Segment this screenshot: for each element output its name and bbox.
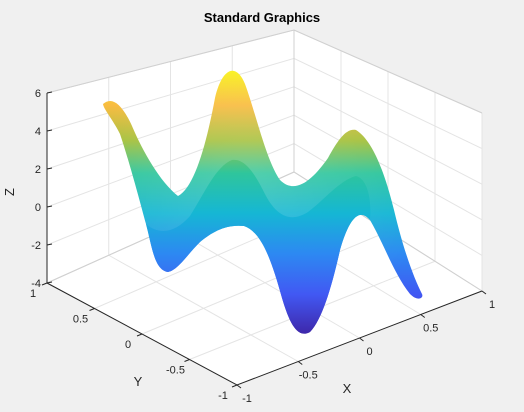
x-tick-label: -0.5 <box>299 370 318 382</box>
y-tick-label: 1 <box>30 288 36 300</box>
x-tick-label: -1 <box>242 393 252 405</box>
x-tick-label: 1 <box>489 299 495 311</box>
z-tick-label: 2 <box>35 164 41 176</box>
x-tick-mark <box>359 337 364 342</box>
x-tick-mark <box>236 384 242 389</box>
x-axis-label: X <box>343 381 352 396</box>
z-axis-ticks: 6 4 2 0 -2 -4 <box>31 88 53 290</box>
y-axis-ticks: 1 0.5 0 -0.5 -1 <box>30 282 238 402</box>
surface <box>103 70 423 334</box>
y-axis-label: Y <box>134 374 143 389</box>
x-tick-mark <box>481 290 487 295</box>
z-tick-label: 4 <box>35 126 41 138</box>
y-tick-label: 0.5 <box>73 314 88 326</box>
chart-title: Standard Graphics <box>204 10 320 25</box>
z-tick-label: -4 <box>31 278 41 290</box>
z-tick-mark <box>46 167 53 170</box>
box-edges <box>46 29 483 292</box>
y-tick-label: 0 <box>125 339 131 351</box>
z-tick-label: 6 <box>35 88 41 100</box>
y-tick-mark <box>136 333 143 337</box>
z-tick-mark <box>46 91 53 94</box>
z-axis-label: Z <box>2 188 17 196</box>
x-tick-label: 0 <box>366 346 372 358</box>
z-tick-label: 0 <box>35 202 41 214</box>
surface-front-ridge <box>146 159 371 334</box>
z-tick-mark <box>46 129 53 132</box>
z-tick-label: -2 <box>31 240 41 252</box>
y-tick-mark <box>41 282 48 286</box>
z-tick-mark <box>46 281 53 284</box>
y-tick-mark <box>231 384 238 388</box>
x-tick-label: 0.5 <box>423 323 438 335</box>
y-tick-mark <box>89 308 95 311</box>
x-tick-mark <box>297 361 303 365</box>
x-tick-mark <box>420 314 426 318</box>
y-tick-label: -1 <box>218 390 228 402</box>
z-tick-mark <box>46 243 53 246</box>
x-axis-ticks: -1 -0.5 0 0.5 1 <box>236 290 495 405</box>
z-tick-mark <box>46 205 53 208</box>
y-tick-label: -0.5 <box>166 365 185 377</box>
y-tick-mark <box>184 359 190 362</box>
